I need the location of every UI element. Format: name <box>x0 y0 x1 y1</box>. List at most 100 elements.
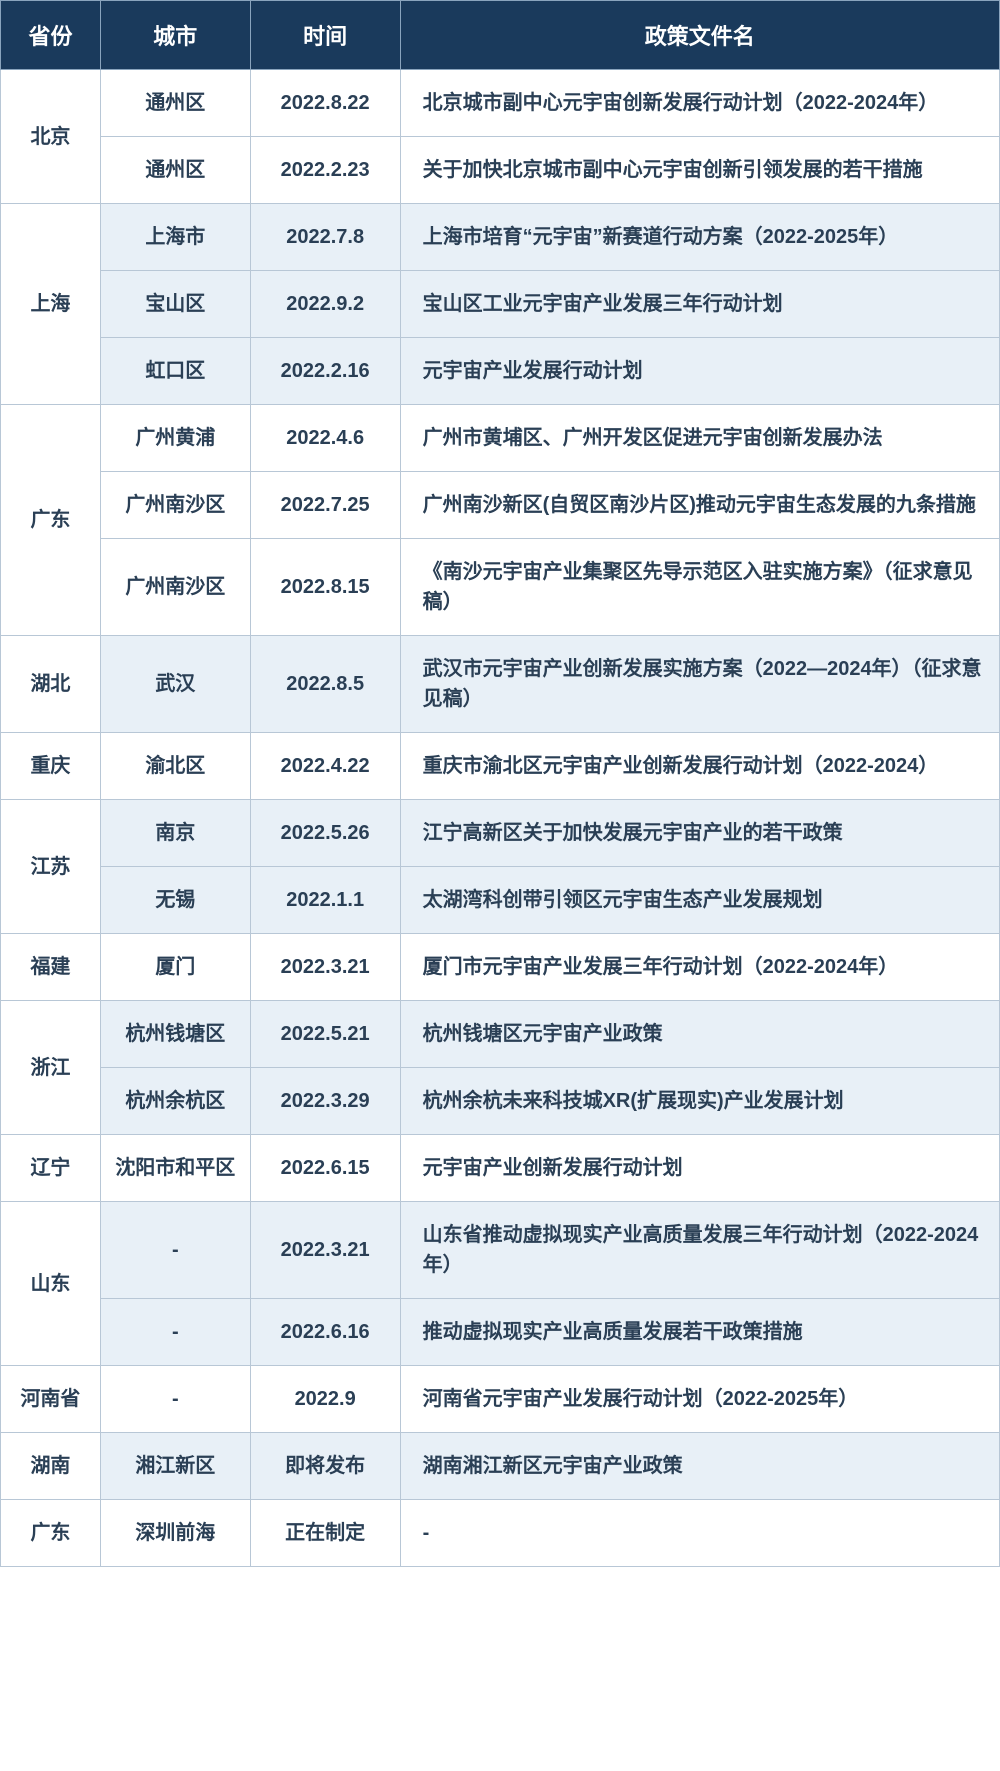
cell-date: 2022.7.8 <box>250 204 400 271</box>
policy-table: 省份 城市 时间 政策文件名 北京通州区2022.8.22北京城市副中心元宇宙创… <box>0 0 1000 1567</box>
cell-date: 2022.2.16 <box>250 338 400 405</box>
header-province: 省份 <box>1 1 101 70</box>
table-row: 广州南沙区2022.8.15《南沙元宇宙产业集聚区先导示范区入驻实施方案》（征求… <box>1 539 1000 636</box>
table-row: 浙江杭州钱塘区2022.5.21杭州钱塘区元宇宙产业政策 <box>1 1001 1000 1068</box>
cell-city: 广州南沙区 <box>100 472 250 539</box>
table-row: 广州南沙区2022.7.25广州南沙新区(自贸区南沙片区)推动元宇宙生态发展的九… <box>1 472 1000 539</box>
cell-province: 上海 <box>1 204 101 405</box>
cell-province: 湖北 <box>1 636 101 733</box>
table-row: -2022.6.16推动虚拟现实产业高质量发展若干政策措施 <box>1 1299 1000 1366</box>
cell-date: 2022.9 <box>250 1366 400 1433</box>
cell-policy: 关于加快北京城市副中心元宇宙创新引领发展的若干措施 <box>400 137 999 204</box>
cell-policy: 广州南沙新区(自贸区南沙片区)推动元宇宙生态发展的九条措施 <box>400 472 999 539</box>
cell-date: 正在制定 <box>250 1500 400 1567</box>
cell-province: 北京 <box>1 70 101 204</box>
cell-city: 南京 <box>100 800 250 867</box>
cell-city: 渝北区 <box>100 733 250 800</box>
cell-date: 2022.5.21 <box>250 1001 400 1068</box>
cell-province: 江苏 <box>1 800 101 934</box>
cell-date: 2022.3.21 <box>250 934 400 1001</box>
cell-policy: 山东省推动虚拟现实产业高质量发展三年行动计划（2022-2024年） <box>400 1202 999 1299</box>
cell-city: 杭州余杭区 <box>100 1068 250 1135</box>
cell-date: 2022.1.1 <box>250 867 400 934</box>
cell-city: 沈阳市和平区 <box>100 1135 250 1202</box>
cell-policy: 宝山区工业元宇宙产业发展三年行动计划 <box>400 271 999 338</box>
cell-city: - <box>100 1366 250 1433</box>
cell-province: 广东 <box>1 1500 101 1567</box>
cell-city: - <box>100 1299 250 1366</box>
cell-city: 通州区 <box>100 137 250 204</box>
cell-city: 湘江新区 <box>100 1433 250 1500</box>
cell-province: 广东 <box>1 405 101 636</box>
cell-policy: 江宁高新区关于加快发展元宇宙产业的若干政策 <box>400 800 999 867</box>
cell-policy: 上海市培育“元宇宙”新赛道行动方案（2022-2025年） <box>400 204 999 271</box>
cell-date: 2022.2.23 <box>250 137 400 204</box>
table-row: 通州区2022.2.23关于加快北京城市副中心元宇宙创新引领发展的若干措施 <box>1 137 1000 204</box>
table-row: 广东深圳前海正在制定- <box>1 1500 1000 1567</box>
cell-city: 武汉 <box>100 636 250 733</box>
cell-policy: 广州市黄埔区、广州开发区促进元宇宙创新发展办法 <box>400 405 999 472</box>
cell-date: 2022.3.29 <box>250 1068 400 1135</box>
cell-policy: 《南沙元宇宙产业集聚区先导示范区入驻实施方案》（征求意见稿） <box>400 539 999 636</box>
table-row: 虹口区2022.2.16元宇宙产业发展行动计划 <box>1 338 1000 405</box>
table-row: 上海上海市2022.7.8上海市培育“元宇宙”新赛道行动方案（2022-2025… <box>1 204 1000 271</box>
cell-policy: 厦门市元宇宙产业发展三年行动计划（2022-2024年） <box>400 934 999 1001</box>
table-row: 福建厦门2022.3.21厦门市元宇宙产业发展三年行动计划（2022-2024年… <box>1 934 1000 1001</box>
cell-city: 深圳前海 <box>100 1500 250 1567</box>
cell-date: 2022.7.25 <box>250 472 400 539</box>
cell-date: 2022.4.6 <box>250 405 400 472</box>
policy-table-container: 省份 城市 时间 政策文件名 北京通州区2022.8.22北京城市副中心元宇宙创… <box>0 0 1000 1567</box>
cell-policy: 北京城市副中心元宇宙创新发展行动计划（2022-2024年） <box>400 70 999 137</box>
cell-province: 湖南 <box>1 1433 101 1500</box>
table-row: 河南省-2022.9河南省元宇宙产业发展行动计划（2022-2025年） <box>1 1366 1000 1433</box>
cell-province: 浙江 <box>1 1001 101 1135</box>
table-row: 广东广州黄浦2022.4.6广州市黄埔区、广州开发区促进元宇宙创新发展办法 <box>1 405 1000 472</box>
cell-date: 2022.8.22 <box>250 70 400 137</box>
table-row: 北京通州区2022.8.22北京城市副中心元宇宙创新发展行动计划（2022-20… <box>1 70 1000 137</box>
table-row: 湖北武汉2022.8.5武汉市元宇宙产业创新发展实施方案（2022—2024年）… <box>1 636 1000 733</box>
cell-policy: 武汉市元宇宙产业创新发展实施方案（2022—2024年）（征求意见稿） <box>400 636 999 733</box>
cell-policy: - <box>400 1500 999 1567</box>
header-policy: 政策文件名 <box>400 1 999 70</box>
table-row: 杭州余杭区2022.3.29杭州余杭未来科技城XR(扩展现实)产业发展计划 <box>1 1068 1000 1135</box>
cell-city: 厦门 <box>100 934 250 1001</box>
table-row: 湖南湘江新区即将发布湖南湘江新区元宇宙产业政策 <box>1 1433 1000 1500</box>
table-row: 江苏南京2022.5.26江宁高新区关于加快发展元宇宙产业的若干政策 <box>1 800 1000 867</box>
cell-city: 上海市 <box>100 204 250 271</box>
table-row: 山东-2022.3.21山东省推动虚拟现实产业高质量发展三年行动计划（2022-… <box>1 1202 1000 1299</box>
cell-city: 杭州钱塘区 <box>100 1001 250 1068</box>
cell-date: 2022.6.16 <box>250 1299 400 1366</box>
cell-city: 广州黄浦 <box>100 405 250 472</box>
cell-policy: 湖南湘江新区元宇宙产业政策 <box>400 1433 999 1500</box>
cell-policy: 推动虚拟现实产业高质量发展若干政策措施 <box>400 1299 999 1366</box>
cell-policy: 元宇宙产业发展行动计划 <box>400 338 999 405</box>
cell-city: - <box>100 1202 250 1299</box>
cell-policy: 重庆市渝北区元宇宙产业创新发展行动计划（2022-2024） <box>400 733 999 800</box>
cell-city: 无锡 <box>100 867 250 934</box>
table-body: 北京通州区2022.8.22北京城市副中心元宇宙创新发展行动计划（2022-20… <box>1 70 1000 1567</box>
cell-policy: 元宇宙产业创新发展行动计划 <box>400 1135 999 1202</box>
cell-date: 2022.3.21 <box>250 1202 400 1299</box>
cell-city: 宝山区 <box>100 271 250 338</box>
cell-province: 河南省 <box>1 1366 101 1433</box>
cell-policy: 河南省元宇宙产业发展行动计划（2022-2025年） <box>400 1366 999 1433</box>
cell-date: 2022.4.22 <box>250 733 400 800</box>
table-row: 重庆渝北区2022.4.22重庆市渝北区元宇宙产业创新发展行动计划（2022-2… <box>1 733 1000 800</box>
cell-province: 福建 <box>1 934 101 1001</box>
cell-province: 辽宁 <box>1 1135 101 1202</box>
cell-date: 即将发布 <box>250 1433 400 1500</box>
cell-city: 通州区 <box>100 70 250 137</box>
cell-city: 虹口区 <box>100 338 250 405</box>
header-date: 时间 <box>250 1 400 70</box>
cell-policy: 杭州钱塘区元宇宙产业政策 <box>400 1001 999 1068</box>
table-row: 无锡2022.1.1太湖湾科创带引领区元宇宙生态产业发展规划 <box>1 867 1000 934</box>
cell-date: 2022.8.5 <box>250 636 400 733</box>
cell-date: 2022.6.15 <box>250 1135 400 1202</box>
cell-date: 2022.5.26 <box>250 800 400 867</box>
cell-date: 2022.8.15 <box>250 539 400 636</box>
table-header: 省份 城市 时间 政策文件名 <box>1 1 1000 70</box>
table-row: 辽宁沈阳市和平区2022.6.15元宇宙产业创新发展行动计划 <box>1 1135 1000 1202</box>
header-city: 城市 <box>100 1 250 70</box>
cell-province: 重庆 <box>1 733 101 800</box>
cell-date: 2022.9.2 <box>250 271 400 338</box>
